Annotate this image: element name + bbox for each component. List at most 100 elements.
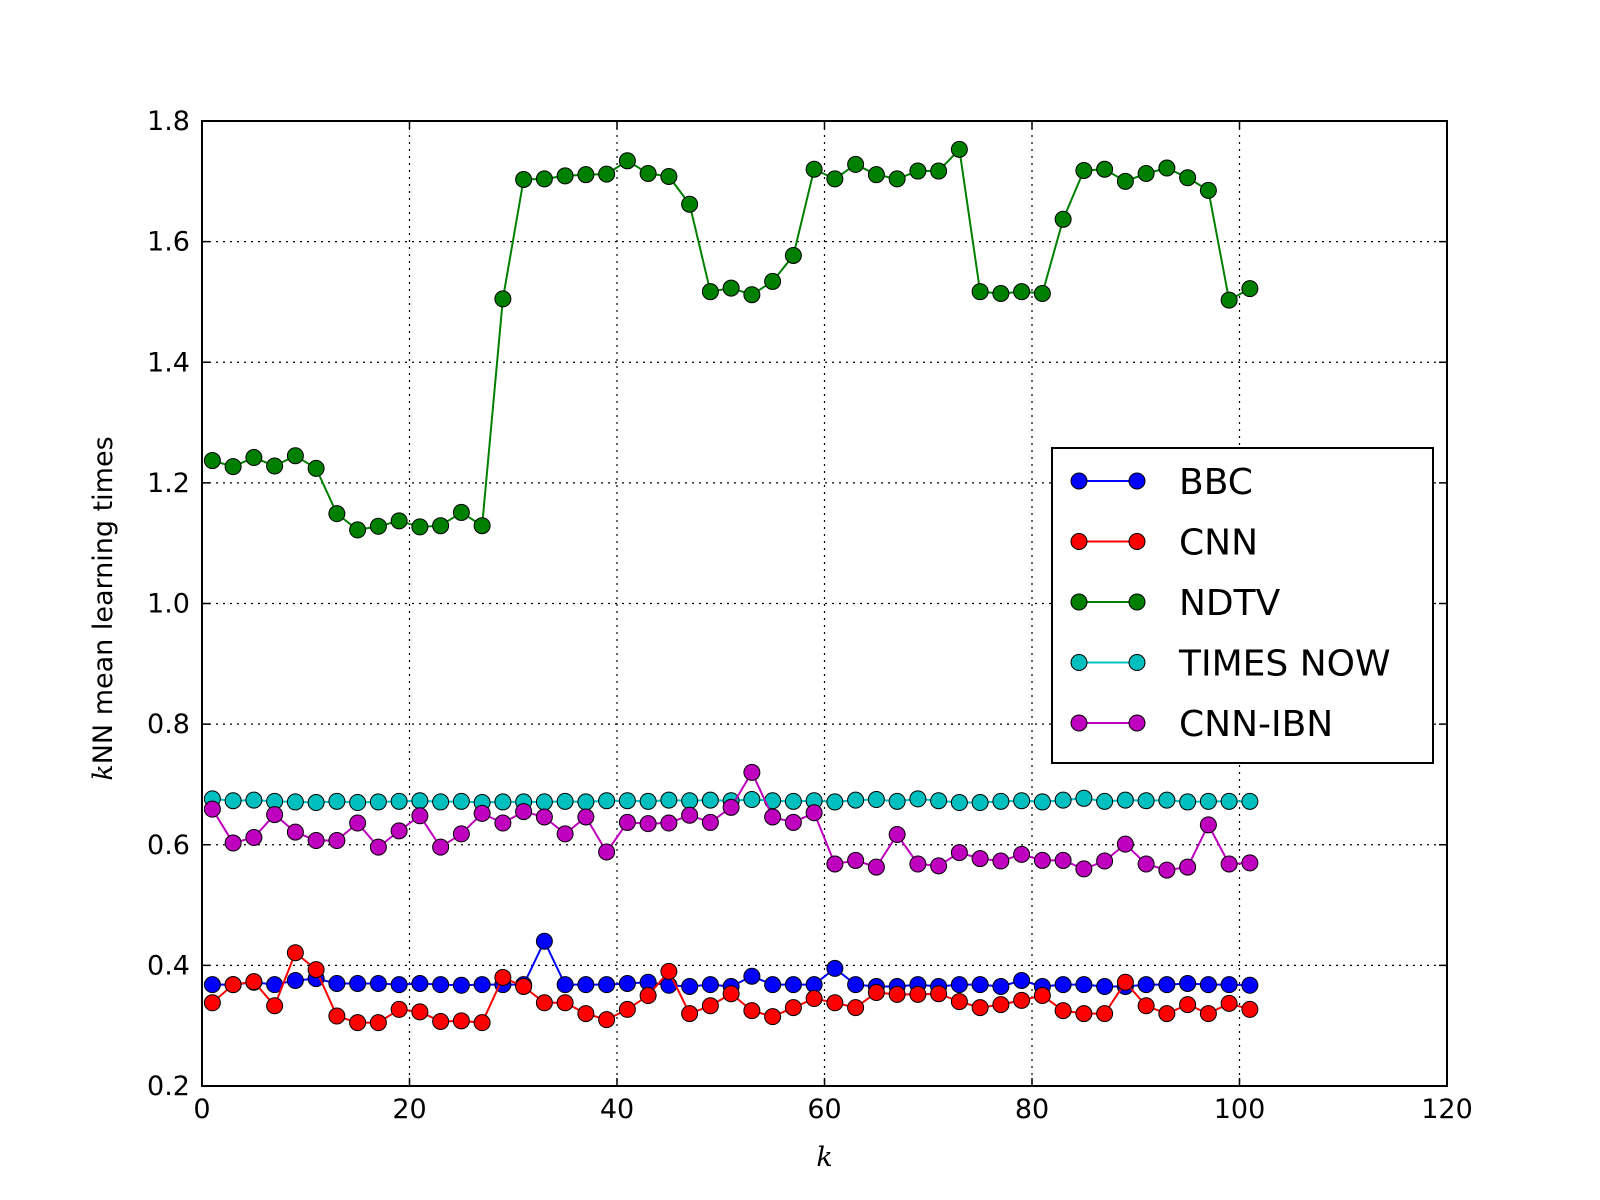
data-point-cnn <box>950 993 968 1011</box>
data-point-cnn-ibn <box>888 825 906 843</box>
data-point-ndtv <box>1199 181 1217 199</box>
data-point-cnn <box>328 1007 346 1025</box>
data-point-cnn-ibn <box>722 798 740 816</box>
data-point-times-now <box>826 793 844 811</box>
y-tick-label: 1.4 <box>147 347 190 378</box>
data-point-ndtv <box>369 517 387 535</box>
data-point-ndtv <box>1241 280 1259 298</box>
series-cnn-ibn <box>203 763 1259 879</box>
data-point-cnn <box>432 1012 450 1030</box>
y-tick-label: 0.6 <box>147 830 190 861</box>
x-tick-label: 60 <box>807 1094 841 1125</box>
data-point-times-now <box>307 794 325 812</box>
data-point-bbc <box>473 976 491 994</box>
data-point-ndtv <box>556 167 574 185</box>
data-point-ndtv <box>784 246 802 264</box>
data-point-cnn <box>577 1005 595 1023</box>
data-point-cnn <box>826 994 844 1012</box>
x-tick-label: 0 <box>193 1094 210 1125</box>
data-point-cnn-ibn <box>681 806 699 824</box>
data-point-times-now <box>577 793 595 811</box>
data-point-ndtv <box>1096 160 1114 178</box>
data-point-cnn-ibn <box>784 813 802 831</box>
data-point-times-now <box>494 793 512 811</box>
data-point-cnn-ibn <box>1220 855 1238 873</box>
data-point-ndtv <box>847 155 865 173</box>
data-point-cnn-ibn <box>556 825 574 843</box>
data-point-cnn <box>515 977 533 995</box>
data-point-cnn-ibn <box>1199 816 1217 834</box>
legend-label: CNN <box>1179 523 1258 564</box>
data-point-cnn <box>452 1012 470 1030</box>
data-point-bbc <box>556 976 574 994</box>
data-point-cnn-ibn <box>349 814 367 832</box>
data-point-ndtv <box>1220 291 1238 309</box>
data-point-bbc <box>1179 974 1197 992</box>
data-point-cnn-ibn <box>805 804 823 822</box>
data-point-ndtv <box>660 167 678 185</box>
data-point-cnn <box>1137 997 1155 1015</box>
data-point-times-now <box>1220 792 1238 810</box>
data-point-cnn <box>390 1000 408 1018</box>
data-point-ndtv <box>286 447 304 465</box>
data-point-cnn-ibn <box>1179 858 1197 876</box>
data-point-bbc <box>681 977 699 995</box>
data-point-cnn <box>1220 994 1238 1012</box>
data-point-bbc <box>1054 976 1072 994</box>
data-point-bbc <box>432 976 450 994</box>
data-point-cnn-ibn <box>494 814 512 832</box>
legend-marker <box>1128 714 1146 732</box>
data-point-times-now <box>369 793 387 811</box>
data-point-cnn <box>307 961 325 979</box>
data-point-cnn <box>764 1008 782 1026</box>
data-point-cnn-ibn <box>390 822 408 840</box>
axis-ticks: 0 20 40 60 80 100 120 0.2 0.4 0.6 0.8 1.0 1.2 1.4 1.6 1… <box>147 106 1473 1125</box>
data-point-times-now <box>847 791 865 809</box>
data-point-cnn-ibn <box>432 838 450 856</box>
series-line-cnn-ibn <box>211 770 1250 872</box>
legend-marker <box>1070 533 1088 550</box>
legend-entry-ndtv: NDTV <box>1070 583 1281 624</box>
data-point-times-now <box>1096 792 1114 810</box>
data-point-times-now <box>1199 792 1217 810</box>
data-point-ndtv <box>971 283 989 301</box>
series-times-now <box>203 789 1259 812</box>
y-tick-label: 1.2 <box>147 468 190 499</box>
legend: BBC CNN NDTV TIMES NOW CNN-IBN <box>1051 447 1434 764</box>
data-point-cnn-ibn <box>639 815 657 833</box>
data-point-cnn-ibn <box>1158 861 1176 879</box>
data-point-ndtv <box>535 170 553 188</box>
data-point-cnn-ibn <box>598 843 616 861</box>
data-point-ndtv <box>307 459 325 477</box>
data-point-cnn <box>473 1014 491 1032</box>
data-point-cnn-ibn <box>701 813 719 831</box>
data-point-cnn <box>847 999 865 1017</box>
data-point-times-now <box>328 792 346 810</box>
data-point-bbc <box>764 976 782 994</box>
data-point-cnn-ibn <box>1033 851 1051 869</box>
legend-entry-times-now: TIMES NOW <box>1070 644 1391 685</box>
legend-label: NDTV <box>1179 583 1281 624</box>
data-point-bbc <box>452 976 470 994</box>
data-point-cnn <box>556 994 574 1012</box>
data-point-cnn <box>1179 996 1197 1014</box>
data-point-bbc <box>950 976 968 994</box>
data-point-ndtv <box>1013 283 1031 301</box>
series-area <box>203 140 1259 1032</box>
data-point-cnn <box>535 994 553 1012</box>
data-point-bbc <box>349 974 367 992</box>
data-point-times-now <box>245 791 263 809</box>
data-point-bbc <box>1158 976 1176 994</box>
data-point-ndtv <box>1137 164 1155 182</box>
series-ndtv <box>203 140 1259 539</box>
data-point-ndtv <box>826 170 844 188</box>
data-point-ndtv <box>473 517 491 535</box>
data-point-ndtv <box>888 170 906 188</box>
data-point-cnn-ibn <box>266 806 284 824</box>
data-point-cnn <box>618 1000 636 1018</box>
data-point-times-now <box>867 791 885 809</box>
x-axis-label: k <box>816 1142 832 1173</box>
data-point-cnn-ibn <box>535 808 553 826</box>
data-point-cnn-ibn <box>245 829 263 847</box>
legend-box <box>1051 447 1434 764</box>
